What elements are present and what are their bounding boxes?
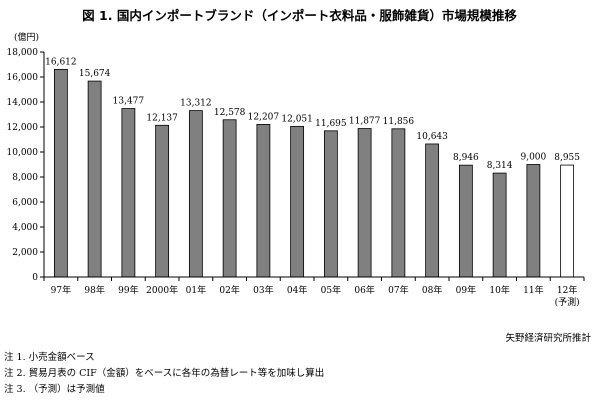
bar-chart: (億円) 0 2,000 4,000 6,000 8,000 10,000 12,000 14…: [7, 31, 585, 308]
note-2: 注 2. 貿易月表の CIF（金額）をベースに各年の為替レート等を加味し算出: [4, 368, 325, 379]
bar: [492, 172, 507, 278]
y-tick-label: 12,000: [7, 123, 39, 133]
value-label: 11,695: [315, 119, 347, 129]
x-tick-label: 09年: [456, 284, 476, 296]
value-label: 8,946: [453, 153, 479, 163]
bar: [188, 110, 203, 278]
bar: [155, 124, 170, 278]
x-tick-label: 02年: [219, 284, 239, 296]
x-tick-label: 11年: [523, 284, 543, 296]
bar: [87, 80, 102, 278]
note-3: 注 3. （予測）は予測値: [4, 384, 105, 395]
bar: [222, 119, 237, 278]
y-tick-label: 2,000: [12, 248, 38, 258]
chart-title: 図 1. 国内インポートブランド（インポート衣料品・服飾雑貨）市場規模推移: [82, 8, 517, 23]
bar: [391, 128, 406, 278]
bar: [425, 143, 440, 278]
bar: [526, 164, 541, 278]
source-credit: 矢野経済研究所推計: [505, 333, 591, 344]
value-label: 11,877: [349, 117, 381, 127]
value-label: 12,207: [248, 112, 280, 122]
value-label: 8,955: [554, 153, 580, 163]
x-tick-label: 99年: [118, 284, 138, 296]
bar-forecast: [560, 164, 575, 278]
value-label: 11,856: [383, 117, 415, 127]
value-label: 8,314: [487, 161, 513, 171]
y-tick-label: 4,000: [12, 223, 38, 233]
y-tick-label: 0: [32, 273, 38, 283]
bar: [458, 164, 473, 278]
value-label: 12,051: [281, 114, 313, 124]
value-label: 13,477: [113, 97, 145, 107]
y-tick-label: 10,000: [7, 148, 39, 158]
x-tick-label: 97年: [51, 284, 71, 296]
x-axis-ticks: 97年 98年 99年 2000年 01年 02年 03年 04年 05年 06年 07年 08年 09…: [43, 277, 585, 308]
x-tick-sublabel: (予測): [555, 296, 580, 308]
x-tick-label: 06年: [354, 284, 374, 296]
bar: [256, 124, 271, 278]
value-label: 12,137: [146, 113, 178, 123]
value-label: 15,674: [79, 69, 111, 79]
y-tick-label: 16,000: [7, 73, 39, 83]
bar: [357, 128, 372, 278]
bar: [290, 125, 305, 278]
bars: [53, 68, 575, 278]
value-label: 16,612: [45, 57, 77, 67]
x-tick-label: 12年: [557, 284, 577, 296]
y-tick-label: 6,000: [12, 198, 38, 208]
x-tick-label: 2000年: [146, 284, 178, 296]
y-axis-ticks: 0 2,000 4,000 6,000 8,000 10,000 12,000 14,000 1…: [7, 48, 44, 283]
value-label: 9,000: [520, 153, 546, 163]
value-label: 12,578: [214, 108, 246, 118]
y-tick-label: 18,000: [7, 48, 39, 58]
x-tick-label: 03年: [253, 284, 273, 296]
x-tick-label: 07年: [388, 284, 408, 296]
notes: 注 1. 小売金額ベース 注 2. 貿易月表の CIF（金額）をベースに各年の為…: [4, 350, 324, 398]
y-axis-label: (億円): [14, 31, 39, 43]
bar: [323, 130, 338, 278]
x-tick-label: 10年: [489, 284, 509, 296]
x-tick-label: 04年: [287, 284, 307, 296]
x-tick-label: 05年: [321, 284, 341, 296]
y-tick-label: 14,000: [7, 98, 39, 108]
value-label: 13,312: [180, 99, 212, 109]
bar: [121, 108, 136, 278]
value-label: 10,643: [416, 132, 448, 142]
note-1: 注 1. 小売金額ベース: [4, 352, 95, 363]
x-tick-label: 08年: [422, 284, 442, 296]
x-tick-label: 98年: [84, 284, 104, 296]
bar: [53, 68, 68, 278]
x-tick-label: 01年: [186, 284, 206, 296]
y-tick-label: 8,000: [12, 173, 38, 183]
